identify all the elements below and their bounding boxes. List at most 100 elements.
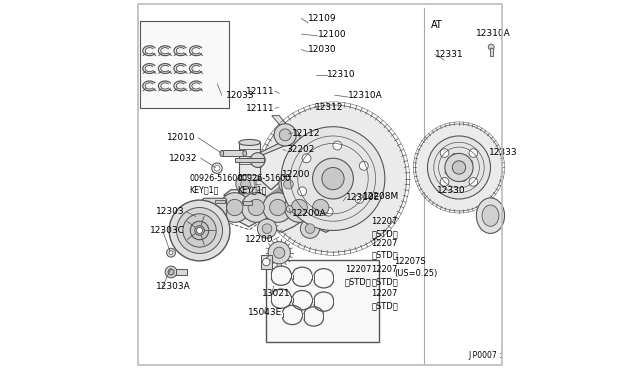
Circle shape (440, 149, 449, 157)
Circle shape (488, 44, 494, 50)
Text: 12310A: 12310A (476, 29, 511, 38)
Text: 00926-51600
KEY（1）: 00926-51600 KEY（1） (189, 174, 243, 195)
Bar (266, 260, 380, 341)
Text: 12033: 12033 (225, 91, 254, 100)
Circle shape (355, 195, 364, 203)
Text: 12310: 12310 (327, 70, 356, 79)
Text: 12303C: 12303C (150, 226, 184, 235)
Circle shape (274, 247, 285, 258)
Circle shape (306, 193, 335, 222)
Text: 12330: 12330 (436, 186, 465, 195)
Ellipse shape (239, 140, 260, 145)
Text: 12333: 12333 (488, 148, 517, 157)
Text: 12331: 12331 (435, 50, 463, 59)
Circle shape (312, 158, 353, 199)
Text: 12112: 12112 (292, 129, 321, 138)
Circle shape (286, 206, 293, 212)
Circle shape (227, 199, 243, 216)
Circle shape (468, 160, 473, 166)
Text: 12312: 12312 (315, 103, 344, 112)
Ellipse shape (476, 198, 504, 234)
Bar (490, 48, 493, 56)
Circle shape (469, 149, 477, 157)
Circle shape (241, 193, 271, 222)
FancyBboxPatch shape (202, 198, 227, 218)
Circle shape (415, 124, 502, 211)
Circle shape (183, 214, 216, 247)
Text: 12207
（STD）: 12207 （STD） (371, 217, 398, 238)
Circle shape (195, 226, 204, 235)
Ellipse shape (244, 158, 255, 162)
Text: 12310E: 12310E (346, 193, 380, 202)
Bar (176, 269, 188, 275)
Circle shape (169, 251, 173, 254)
Polygon shape (256, 142, 293, 154)
Text: 12032: 12032 (169, 154, 198, 163)
Circle shape (165, 266, 177, 278)
Circle shape (440, 177, 449, 186)
Circle shape (166, 248, 175, 257)
Text: 12207
（STD）: 12207 （STD） (371, 238, 398, 259)
Text: 00926-51600
KEY（1）: 00926-51600 KEY（1） (237, 174, 291, 195)
Circle shape (263, 193, 292, 222)
Bar (140, 21, 229, 108)
Circle shape (177, 208, 223, 253)
Circle shape (452, 161, 466, 174)
Circle shape (196, 228, 202, 234)
Text: 12100: 12100 (318, 29, 346, 39)
Circle shape (220, 193, 250, 222)
Circle shape (469, 177, 477, 186)
Bar (222, 150, 244, 156)
Ellipse shape (220, 150, 223, 156)
Text: J P0007 :: J P0007 : (468, 351, 502, 360)
Bar (239, 142, 260, 178)
Text: 12303: 12303 (156, 208, 185, 217)
Circle shape (259, 105, 406, 252)
Circle shape (291, 199, 307, 216)
Text: 12200A: 12200A (291, 209, 326, 218)
Circle shape (236, 174, 255, 194)
Circle shape (262, 224, 272, 234)
Circle shape (302, 154, 311, 163)
Ellipse shape (239, 175, 260, 180)
Ellipse shape (243, 150, 246, 156)
Text: 12030: 12030 (308, 45, 337, 54)
Circle shape (274, 124, 296, 146)
Polygon shape (272, 116, 294, 136)
Polygon shape (223, 180, 342, 232)
Text: 12303A: 12303A (156, 282, 191, 291)
Bar (216, 200, 225, 203)
Text: 12208M: 12208M (364, 192, 399, 201)
Circle shape (452, 154, 457, 159)
Circle shape (281, 127, 385, 231)
Circle shape (461, 176, 467, 182)
Text: 12207S
(US=0.25): 12207S (US=0.25) (394, 257, 437, 278)
Circle shape (269, 199, 286, 216)
Text: 12010: 12010 (166, 133, 195, 142)
Circle shape (241, 179, 250, 189)
Circle shape (279, 174, 298, 194)
Text: 12207
（STD）: 12207 （STD） (371, 265, 398, 286)
Circle shape (305, 224, 315, 234)
Circle shape (312, 199, 329, 216)
Text: 12200: 12200 (282, 170, 310, 179)
Text: 12111: 12111 (246, 104, 275, 113)
Text: 15043E: 15043E (248, 308, 283, 317)
Circle shape (168, 269, 174, 275)
Text: 32202: 32202 (286, 145, 314, 154)
Circle shape (359, 161, 368, 170)
Text: 12310A: 12310A (348, 91, 383, 100)
Circle shape (257, 219, 276, 238)
Bar (235, 158, 264, 162)
Text: 12109: 12109 (308, 14, 337, 23)
Circle shape (262, 258, 270, 266)
Circle shape (250, 153, 265, 167)
Text: 13021: 13021 (262, 289, 291, 298)
Text: 12200: 12200 (245, 235, 274, 244)
Circle shape (284, 179, 293, 189)
Circle shape (190, 221, 209, 240)
Circle shape (284, 193, 314, 222)
Circle shape (428, 136, 490, 199)
Circle shape (284, 129, 300, 145)
Circle shape (322, 167, 344, 190)
